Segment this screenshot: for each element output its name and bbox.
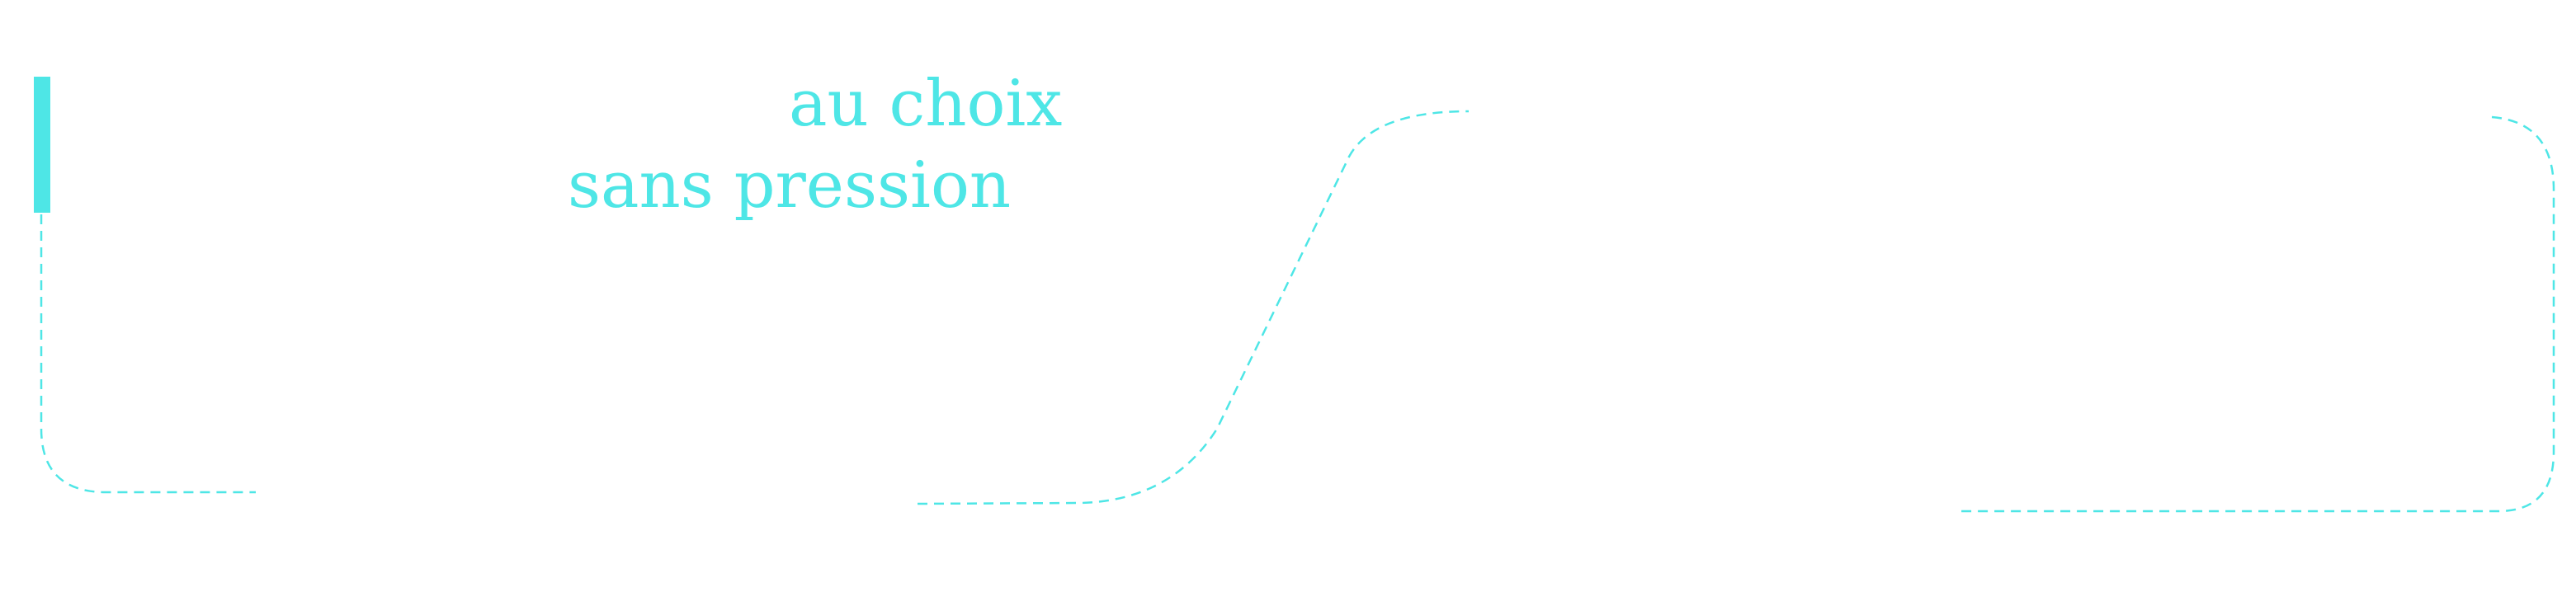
dashed-line-left-corner	[40, 214, 256, 494]
tagline-line-1: au choix	[789, 67, 1063, 141]
dashed-line-right-bracket	[1956, 115, 2555, 513]
dashed-line-s-curve	[917, 110, 1470, 505]
accent-bar	[34, 77, 50, 213]
tagline-line-2: sans pression	[568, 148, 1012, 223]
